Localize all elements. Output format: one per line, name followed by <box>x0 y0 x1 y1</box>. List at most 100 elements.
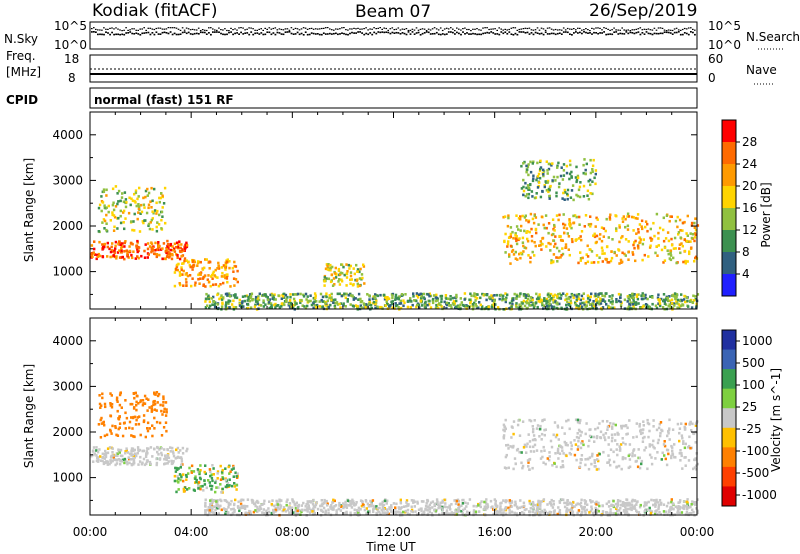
power-echo-cell <box>628 307 632 310</box>
power-echo-cell <box>505 296 508 300</box>
power-echo-cell <box>638 223 642 226</box>
velocity-echo-cell <box>634 460 637 463</box>
velocity-echo-cell <box>539 427 542 431</box>
power-echo-cell <box>318 300 321 303</box>
power-echo-cell <box>220 275 224 278</box>
power-echo-cell <box>119 209 122 213</box>
power-echo-cell <box>434 306 438 310</box>
velocity-echo-cell <box>128 461 131 465</box>
velocity-echo-cell <box>208 511 211 515</box>
velocity-echo-cell <box>209 502 212 505</box>
power-echo-cell <box>657 293 660 297</box>
velocity-echo-cell <box>596 426 600 430</box>
nsky-point <box>532 29 535 31</box>
power-echo-cell <box>229 295 232 298</box>
nsearch-point <box>470 33 472 35</box>
power-echo-cell <box>597 295 600 299</box>
power-echo-cell <box>538 295 541 299</box>
power-echo-cell <box>688 250 691 253</box>
power-echo-cell <box>648 246 652 249</box>
nsearch-point <box>498 33 501 36</box>
nsearch-point <box>655 32 658 35</box>
nsearch-point <box>155 31 158 33</box>
nsearch-point <box>423 32 426 34</box>
velocity-echo-cell <box>533 443 537 447</box>
power-echo-cell <box>451 302 455 305</box>
power-echo-cell <box>590 250 594 253</box>
power-echo-cell <box>112 229 116 232</box>
power-echo-cell <box>225 301 228 304</box>
power-echo-cell <box>207 294 210 298</box>
velocity-echo-cell <box>344 500 347 504</box>
nsearch-point <box>564 31 567 33</box>
power-echo-cell <box>547 295 550 299</box>
velocity-x-ticks <box>89 318 698 515</box>
velocity-echo-cell <box>615 507 618 510</box>
velocity-echo-cell <box>109 459 112 462</box>
nsky-point <box>405 28 408 30</box>
velocity-echo-cell <box>246 512 249 516</box>
power-echo-cell <box>137 207 141 210</box>
velocity-echo-cell <box>531 500 535 504</box>
power-echo-cell <box>675 293 678 296</box>
nsearch-point <box>133 33 136 35</box>
nsearch-point <box>538 33 541 35</box>
nsky-point <box>514 27 517 29</box>
velocity-echo-cell <box>685 504 689 508</box>
power-echo-cell <box>522 293 526 296</box>
power-echo-cell <box>663 302 667 305</box>
velocity-echo-cell <box>175 467 178 470</box>
velocity-echo-cell <box>133 415 137 419</box>
power-echo-cell <box>539 166 543 169</box>
velocity-echo-cell <box>502 435 505 439</box>
velocity-echo-cell <box>232 464 235 468</box>
power-echo-cell <box>568 220 571 223</box>
velocity-echo-cell <box>621 503 624 506</box>
velocity-echo-cell <box>308 507 311 511</box>
power-echo-cell <box>410 300 413 303</box>
velocity-echo-cell <box>578 421 581 425</box>
power-echo-cell <box>304 292 308 296</box>
power-echo-cell <box>669 251 672 255</box>
nsky-point <box>274 27 277 29</box>
power-echo-cell <box>134 191 138 195</box>
velocity-echo-cell <box>426 505 429 508</box>
velocity-echo-cell <box>593 465 596 468</box>
power-echo-cell <box>597 261 600 264</box>
power-echo-cell <box>351 283 355 287</box>
velocity-echo-cell <box>156 450 159 454</box>
power-echo-cell <box>631 292 634 296</box>
nsky-point <box>589 30 591 32</box>
power-echo-cell <box>277 294 280 297</box>
power-echo-cell <box>154 248 157 252</box>
power-echo-cell <box>640 297 644 301</box>
velocity-echo-cell <box>390 509 393 512</box>
velocity-echo-cell <box>573 505 576 508</box>
velocity-echo-cell <box>639 428 642 432</box>
nsky-point <box>155 27 158 30</box>
power-echo-cell <box>525 170 528 174</box>
power-echo-cell <box>113 215 117 219</box>
velocity-echo-cell <box>657 507 660 511</box>
nsky-point <box>191 28 194 30</box>
velocity-echo-cell <box>157 453 160 456</box>
velocity-echo-cell <box>239 502 243 506</box>
power-echo-cell <box>289 295 292 299</box>
velocity-echo-cell <box>687 513 690 516</box>
velocity-echo-cell <box>531 438 535 442</box>
power-echo-cell <box>550 261 553 265</box>
power-echo-cell <box>632 304 635 308</box>
power-echo-cell <box>335 301 339 304</box>
velocity-echo-cell <box>183 486 187 489</box>
nsearch-point <box>103 33 105 36</box>
power-echo-cell <box>599 297 602 300</box>
power-echo-cell <box>681 244 684 248</box>
power-echo-cell <box>337 280 340 283</box>
velocity-echo-cell <box>468 498 472 501</box>
velocity-echo-cell <box>163 407 166 411</box>
power-echo-cell <box>325 263 329 266</box>
nsky-point <box>690 27 692 29</box>
nsearch-point <box>639 33 642 36</box>
velocity-echo-cell <box>568 427 571 431</box>
power-echo-cell <box>150 186 153 190</box>
